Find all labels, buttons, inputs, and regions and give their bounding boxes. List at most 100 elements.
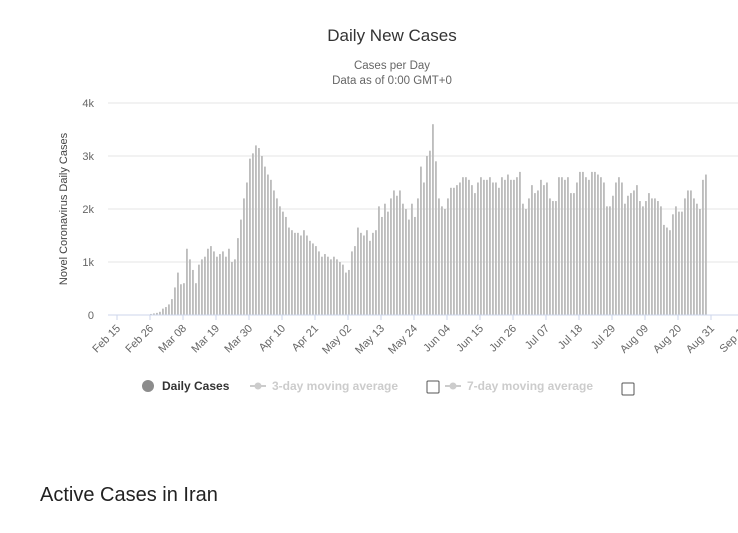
- bar: [564, 179, 566, 315]
- x-tick-label: May 02: [320, 323, 354, 357]
- legend-checkbox-3-day-moving-average[interactable]: [426, 380, 440, 394]
- y-tick-label: 4k: [82, 98, 94, 110]
- bar: [654, 198, 656, 315]
- bar: [375, 230, 377, 315]
- bar: [621, 182, 623, 315]
- bar: [312, 243, 314, 315]
- bar: [627, 195, 629, 315]
- bar: [507, 174, 509, 315]
- bar: [201, 259, 203, 315]
- bar: [519, 171, 521, 315]
- bar: [168, 304, 170, 315]
- bar: [372, 232, 374, 315]
- bar: [300, 235, 302, 315]
- bar: [291, 230, 293, 315]
- bar: [378, 206, 380, 315]
- bar: [180, 284, 182, 315]
- legend-checkbox-7-day-moving-average[interactable]: [621, 382, 635, 396]
- bar: [384, 203, 386, 315]
- x-tick-label: Aug 09: [618, 323, 651, 356]
- bar: [408, 219, 410, 315]
- legend-item-3-day-moving-average[interactable]: 3-day moving average: [250, 379, 440, 394]
- bar: [504, 179, 506, 315]
- bar: [522, 203, 524, 315]
- legend-item-daily-cases[interactable]: Daily Cases: [142, 379, 230, 393]
- bar: [429, 150, 431, 315]
- bar: [588, 179, 590, 315]
- bar: [204, 256, 206, 315]
- bar: [174, 287, 176, 315]
- bar: [666, 227, 668, 315]
- legend-label-3-day-moving-average: 3-day moving average: [272, 379, 398, 393]
- bar: [321, 256, 323, 315]
- y-tick-label: 2k: [82, 204, 94, 216]
- bar: [423, 182, 425, 315]
- x-tick-label: Apr 21: [290, 323, 321, 354]
- bar: [162, 308, 164, 315]
- bar: [672, 214, 674, 315]
- bar: [405, 209, 407, 315]
- bar: [702, 179, 704, 315]
- bar: [699, 209, 701, 315]
- bar: [444, 209, 446, 315]
- bar: [453, 187, 455, 315]
- bar: [288, 227, 290, 315]
- bar: [606, 206, 608, 315]
- legend-symbol-7-day-moving-average: [449, 382, 457, 390]
- bar: [690, 190, 692, 315]
- bar: [612, 195, 614, 315]
- bar: [546, 182, 548, 315]
- bar: [636, 185, 638, 315]
- bar: [228, 248, 230, 315]
- bar: [597, 174, 599, 315]
- bar: [177, 272, 179, 315]
- bar: [438, 198, 440, 315]
- bar: [582, 171, 584, 315]
- bar: [297, 232, 299, 315]
- bar: [555, 201, 557, 315]
- bar: [540, 179, 542, 315]
- bar: [498, 187, 500, 315]
- daily-new-cases-chart: Daily New Cases Cases per Day Data as of…: [58, 26, 738, 396]
- bar: [516, 177, 518, 315]
- bar: [156, 312, 158, 315]
- bar: [267, 174, 269, 315]
- bar: [447, 198, 449, 315]
- bar: [390, 198, 392, 315]
- x-tick-label: Sep 11: [718, 323, 738, 356]
- x-tick-label: Jul 07: [523, 323, 552, 352]
- bar: [573, 193, 575, 315]
- bar: [183, 283, 185, 315]
- bar: [480, 177, 482, 315]
- bar: [663, 224, 665, 315]
- bar: [684, 198, 686, 315]
- bar: [387, 211, 389, 315]
- bar: [192, 269, 194, 315]
- bar: [561, 177, 563, 315]
- bar: [534, 193, 536, 315]
- bar: [243, 198, 245, 315]
- bar: [186, 248, 188, 315]
- bar: [393, 190, 395, 315]
- bar: [342, 264, 344, 315]
- bar: [468, 179, 470, 315]
- bar: [528, 198, 530, 315]
- bar: [348, 269, 350, 315]
- bar: [189, 259, 191, 315]
- bar: [486, 179, 488, 315]
- bar: [336, 259, 338, 315]
- x-tick-label: Jul 29: [589, 323, 618, 352]
- bar: [210, 246, 212, 315]
- bar: [357, 227, 359, 315]
- bar: [558, 177, 560, 315]
- bar: [303, 230, 305, 315]
- legend-item-7-day-moving-average[interactable]: 7-day moving average: [445, 379, 635, 396]
- bar: [471, 185, 473, 315]
- bar: [234, 259, 236, 315]
- chart-title: Daily New Cases: [327, 26, 456, 45]
- bar: [222, 251, 224, 315]
- bar: [318, 251, 320, 315]
- bar: [360, 232, 362, 315]
- bar: [231, 262, 233, 315]
- bar: [675, 206, 677, 315]
